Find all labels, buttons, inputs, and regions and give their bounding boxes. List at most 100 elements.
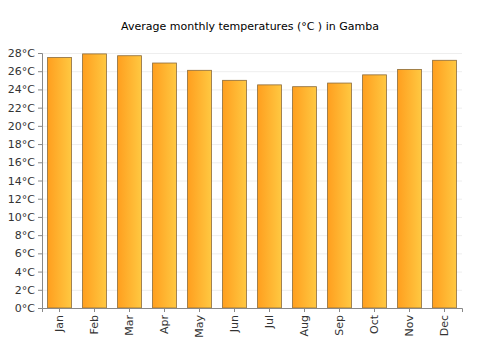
x-tick-mark	[234, 308, 235, 312]
x-tick-label: Jan	[53, 315, 66, 333]
bar	[48, 58, 72, 308]
x-tick: Dec	[438, 308, 451, 336]
x-tick-label: Dec	[438, 315, 451, 336]
y-tick-label: 18°C	[8, 138, 35, 151]
x-tick-mark	[304, 308, 305, 312]
y-tick: 28°C	[8, 47, 42, 60]
x-tick-label: Feb	[88, 315, 101, 334]
x-tick-label: Jul	[263, 315, 276, 329]
y-tick-label: 10°C	[8, 211, 35, 224]
bar	[83, 54, 107, 308]
y-tick-label: 4°C	[15, 266, 35, 279]
y-axis: 0°C 2°C 4°C 6°C 8°C 10°C 12°C 14°C 16°C 18°C 20°C 2…	[8, 47, 43, 315]
y-tick-label: 26°C	[8, 65, 35, 78]
y-tick-label: 16°C	[8, 156, 35, 169]
y-tick: 22°C	[8, 102, 42, 115]
y-tick: 20°C	[8, 120, 42, 133]
x-tick-mark	[374, 308, 375, 312]
y-tick-label: 22°C	[8, 102, 35, 115]
y-tick: 6°C	[15, 247, 42, 260]
x-tick: Feb	[88, 308, 101, 334]
y-tick-mark	[38, 108, 42, 109]
y-tick-mark	[38, 308, 42, 309]
plot: 0°C 2°C 4°C 6°C 8°C 10°C 12°C 14°C 16°C 18°C 20°C 2…	[8, 47, 463, 338]
y-tick: 24°C	[8, 83, 42, 96]
y-tick-label: 20°C	[8, 120, 35, 133]
chart: Average monthly temperatures (°C ) in Ga…	[0, 0, 500, 350]
x-tick-mark	[94, 308, 95, 312]
x-tick: Nov	[403, 308, 416, 336]
y-tick: 0°C	[15, 302, 42, 315]
y-tick: 26°C	[8, 65, 42, 78]
y-tick-mark	[38, 162, 42, 163]
y-tick: 4°C	[15, 266, 42, 279]
y-tick-mark	[38, 181, 42, 182]
x-tick: Jun	[228, 308, 241, 333]
x-tick: Jan	[53, 308, 66, 333]
x-tick-label: Nov	[403, 315, 416, 337]
x-tick: Apr	[158, 308, 171, 334]
x-tick: Mar	[123, 308, 136, 336]
bars	[48, 54, 457, 308]
y-axis-line	[38, 54, 43, 309]
y-tick-mark	[38, 89, 42, 90]
x-tick: May	[193, 308, 206, 338]
x-tick-mark	[339, 308, 340, 312]
bar	[398, 69, 422, 308]
x-tick-mark	[164, 308, 165, 312]
x-tick-label: Mar	[123, 315, 136, 336]
x-tick-label: Aug	[298, 315, 311, 336]
y-tick: 16°C	[8, 156, 42, 169]
y-tick-mark	[38, 217, 42, 218]
x-tick: Aug	[298, 308, 311, 336]
x-tick-mark	[59, 308, 60, 312]
y-tick-mark	[38, 53, 42, 54]
bar	[188, 70, 212, 308]
y-tick-mark	[38, 126, 42, 127]
y-tick-label: 24°C	[8, 83, 35, 96]
y-tick-label: 28°C	[8, 47, 35, 60]
y-tick-mark	[38, 290, 42, 291]
y-tick-mark	[38, 199, 42, 200]
x-tick-label: Apr	[158, 315, 171, 335]
x-tick: Sep	[333, 308, 346, 336]
x-tick-mark	[444, 308, 445, 312]
y-tick-label: 0°C	[15, 302, 35, 315]
y-tick-mark	[38, 235, 42, 236]
title: Average monthly temperatures (°C ) in Ga…	[121, 20, 379, 33]
bar	[293, 87, 317, 308]
x-tick-label: Sep	[333, 315, 346, 336]
y-tick: 10°C	[8, 211, 42, 224]
bar	[223, 80, 247, 308]
y-tick: 8°C	[15, 229, 42, 242]
y-tick: 2°C	[15, 284, 42, 297]
bar	[153, 63, 177, 308]
y-tick-mark	[38, 272, 42, 273]
y-tick-label: 12°C	[8, 193, 35, 206]
x-axis: Jan Feb Mar Apr May Jun Jul Aug Sep Oct Nov Dec	[43, 308, 463, 338]
y-tick-label: 8°C	[15, 229, 35, 242]
x-tick-label: Jun	[228, 315, 241, 333]
x-tick: Jul	[263, 308, 276, 329]
x-tick-mark	[199, 308, 200, 312]
bar	[118, 56, 142, 308]
y-tick-mark	[38, 253, 42, 254]
x-tick-mark	[269, 308, 270, 312]
bar	[363, 75, 387, 308]
grid	[42, 54, 462, 309]
y-tick-label: 2°C	[15, 284, 35, 297]
y-tick-mark	[38, 144, 42, 145]
x-tick-mark	[409, 308, 410, 312]
y-tick-label: 14°C	[8, 175, 35, 188]
y-tick-mark	[38, 71, 42, 72]
x-tick: Oct	[368, 308, 381, 334]
y-tick: 14°C	[8, 175, 42, 188]
bar	[258, 85, 282, 308]
x-tick-label: May	[193, 315, 206, 338]
y-tick: 12°C	[8, 193, 42, 206]
bar	[433, 60, 457, 308]
y-tick-label: 6°C	[15, 247, 35, 260]
x-tick-mark	[129, 308, 130, 312]
bar	[328, 83, 352, 308]
x-tick-label: Oct	[368, 314, 381, 334]
